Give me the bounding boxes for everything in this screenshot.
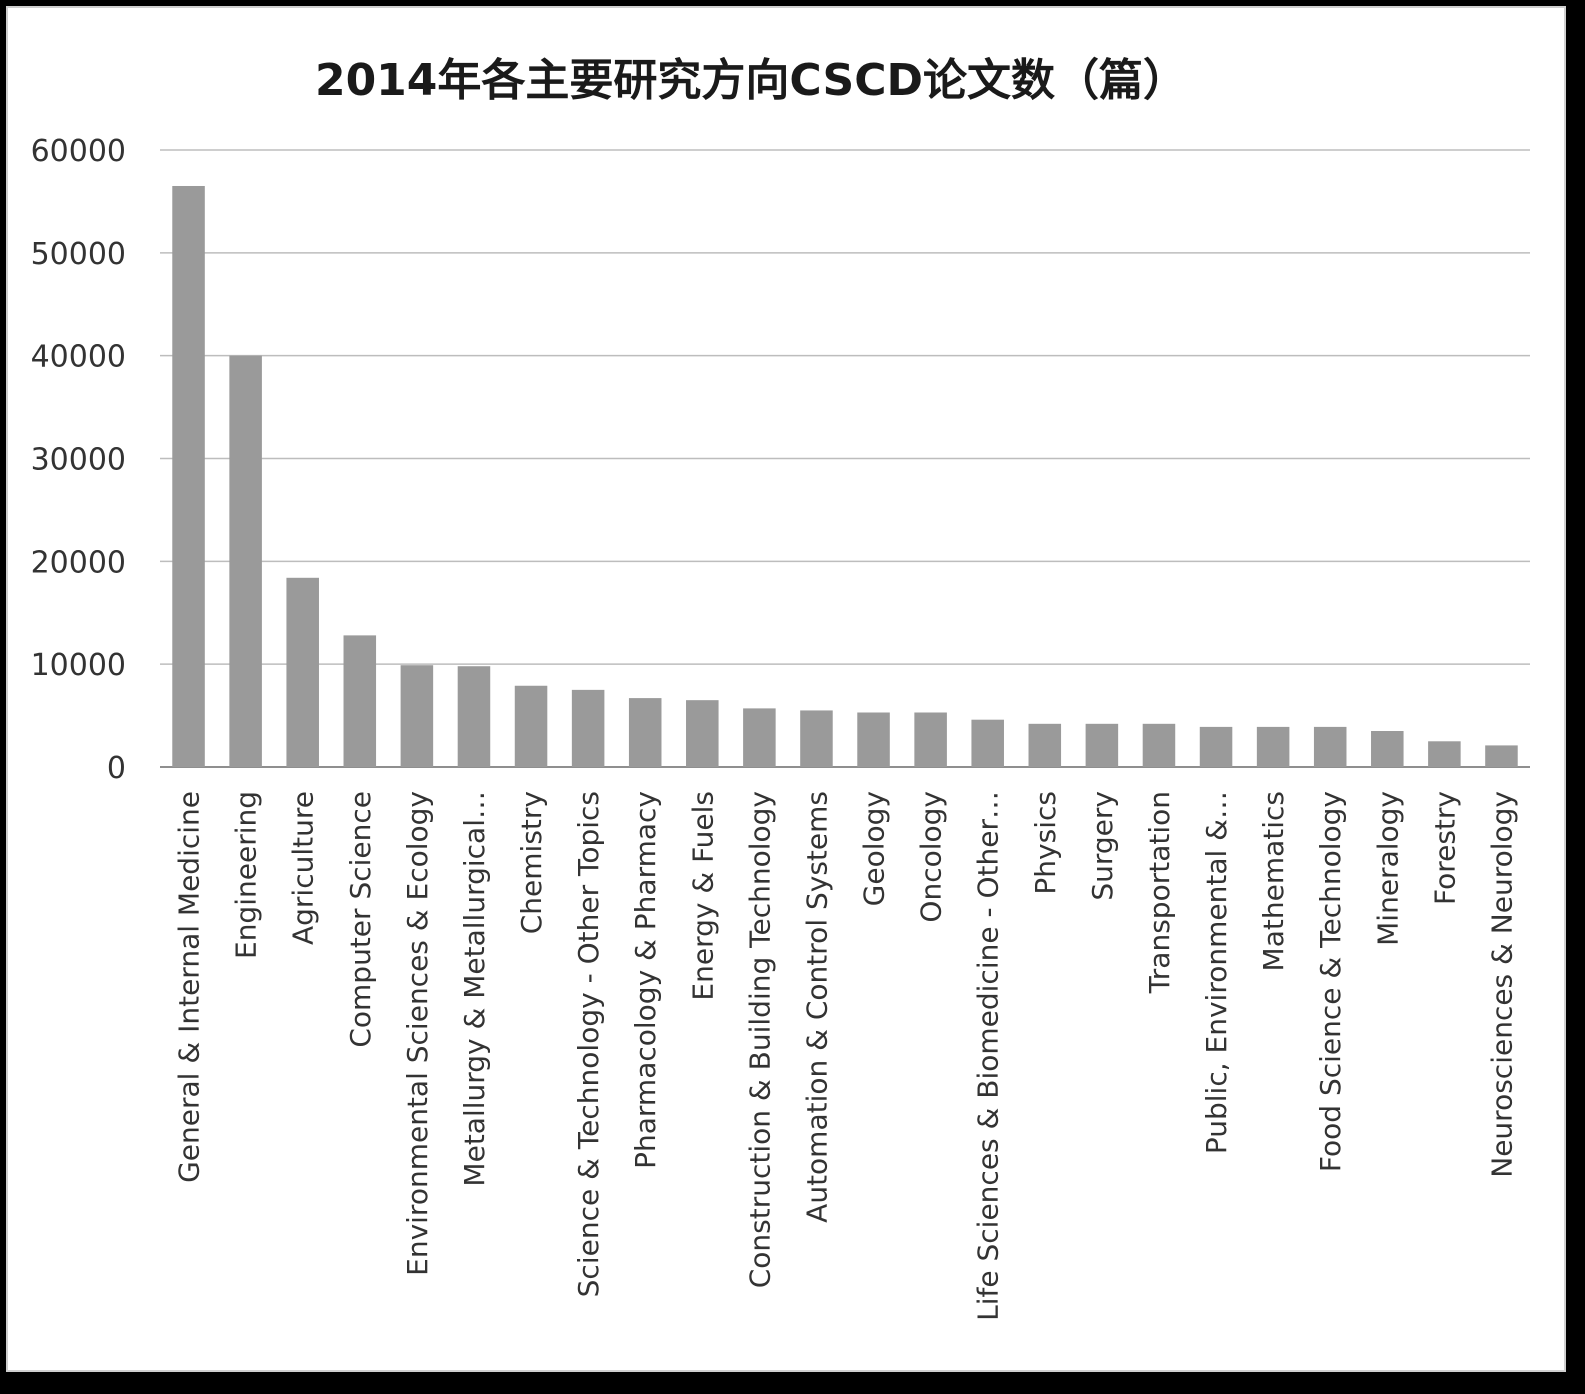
y-tick-label: 20000 <box>31 545 126 580</box>
bar <box>1142 723 1176 767</box>
y-axis-ticks: 0 10000 20000 30000 40000 50000 60000 <box>31 134 126 786</box>
bar-chart: 2014年各主要研究方向CSCD论文数（篇） 0 10000 20000 30000 4… <box>31 55 1530 1321</box>
x-tick-label: Transportation <box>1143 791 1176 994</box>
x-tick-label: Pharmacology & Pharmacy <box>629 791 662 1169</box>
bar <box>1485 745 1518 767</box>
bars <box>172 185 1518 767</box>
bar <box>800 710 833 767</box>
x-tick-label: Geology <box>858 791 891 906</box>
bar <box>1199 726 1233 767</box>
y-tick-label: 50000 <box>31 237 126 272</box>
x-tick-label: Energy & Fuels <box>686 791 719 1001</box>
gridlines <box>160 149 1530 768</box>
bar <box>914 712 947 767</box>
chart-title: 2014年各主要研究方向CSCD论文数（篇） <box>315 55 1187 106</box>
bar <box>1428 741 1461 767</box>
bar <box>286 577 319 767</box>
bar <box>571 689 605 767</box>
x-tick-label: Chemistry <box>515 791 548 934</box>
x-axis-ticks: General & Internal Medicine Engineering Ag… <box>173 791 1519 1321</box>
bar <box>172 185 205 767</box>
x-tick-label: Metallurgy & Metallurgical… <box>458 791 491 1187</box>
bar <box>400 665 434 767</box>
x-tick-label: Mineralogy <box>1371 791 1404 946</box>
x-tick-label: Physics <box>1029 791 1062 895</box>
bar <box>857 712 890 767</box>
bar <box>457 666 491 767</box>
x-tick-label: Agriculture <box>287 791 320 945</box>
bar <box>343 635 377 767</box>
bar <box>743 708 776 767</box>
y-tick-label: 0 <box>107 751 126 786</box>
x-tick-label: Construction & Building Technology <box>743 791 776 1288</box>
y-tick-label: 30000 <box>31 443 126 478</box>
bar <box>686 700 719 767</box>
bar <box>514 685 548 767</box>
bar <box>229 355 262 767</box>
x-tick-label: Computer Science <box>344 791 377 1048</box>
bar <box>1085 723 1119 767</box>
bar <box>628 698 662 767</box>
x-tick-label: Engineering <box>230 791 263 959</box>
x-tick-label: Automation & Control Systems <box>800 791 833 1223</box>
bar <box>1028 723 1062 767</box>
x-tick-label: General & Internal Medicine <box>173 791 206 1183</box>
x-tick-label: Oncology <box>915 791 948 923</box>
x-tick-label: Forestry <box>1428 791 1461 905</box>
x-tick-label: Surgery <box>1086 791 1119 901</box>
y-tick-label: 10000 <box>31 648 126 683</box>
bar <box>971 719 1004 767</box>
x-tick-label: Mathematics <box>1257 791 1290 971</box>
x-tick-label: Neurosciences & Neurology <box>1485 791 1518 1178</box>
x-tick-label: Food Science & Technology <box>1314 791 1347 1172</box>
x-tick-label: Public, Environmental &… <box>1200 791 1233 1154</box>
x-tick-label: Life Sciences & Biomedicine - Other… <box>972 791 1005 1321</box>
bar <box>1313 726 1347 767</box>
bar <box>1256 726 1290 767</box>
chart-frame: 2014年各主要研究方向CSCD论文数（篇） 0 10000 20000 30000 4… <box>6 6 1566 1372</box>
bar <box>1371 731 1404 767</box>
y-tick-label: 60000 <box>31 134 126 169</box>
x-tick-label: Science & Technology - Other Topics <box>572 791 605 1297</box>
x-tick-label: Environmental Sciences & Ecology <box>401 791 434 1276</box>
y-tick-label: 40000 <box>31 340 126 375</box>
